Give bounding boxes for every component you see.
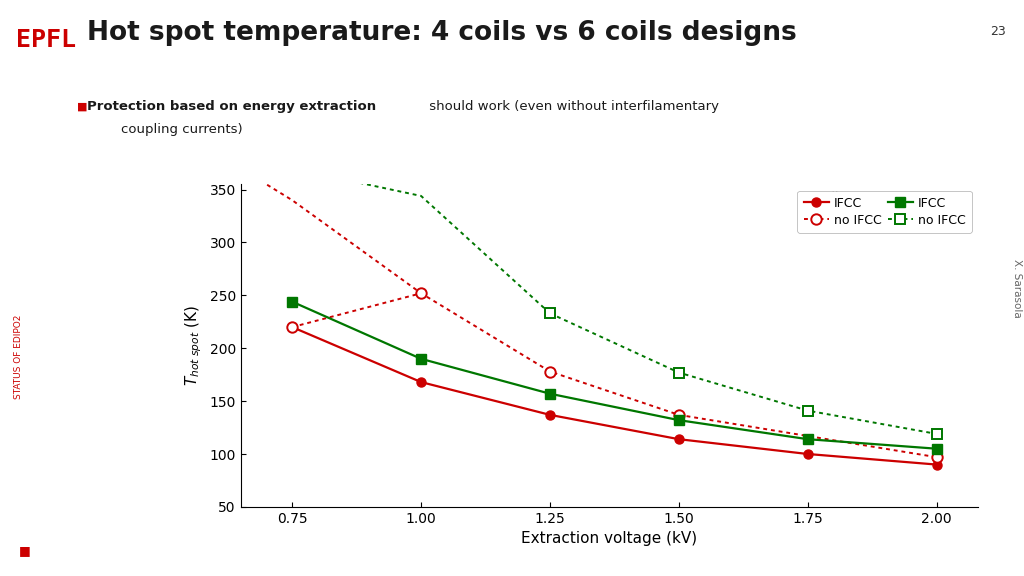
Text: coupling currents): coupling currents): [121, 123, 243, 136]
Text: ■: ■: [77, 101, 87, 112]
Text: 23: 23: [990, 25, 1006, 38]
Legend: IFCC, no IFCC, IFCC, no IFCC: IFCC, no IFCC, IFCC, no IFCC: [798, 191, 972, 233]
Text: Hot spot temperature: 4 coils vs 6 coils designs: Hot spot temperature: 4 coils vs 6 coils…: [87, 20, 797, 46]
Y-axis label: $T_{hot\ spot}$ (K): $T_{hot\ spot}$ (K): [183, 305, 204, 386]
Text: EPFL: EPFL: [16, 28, 76, 52]
Text: 4 coils: 4 coils: [805, 191, 845, 204]
Text: ■: ■: [18, 544, 30, 556]
Text: X. Sarasola: X. Sarasola: [1012, 259, 1022, 317]
Text: 6 coils: 6 coils: [805, 219, 845, 232]
Text: should work (even without interfilamentary: should work (even without interfilamenta…: [425, 100, 719, 113]
Text: STATUS OF EDIPO2: STATUS OF EDIPO2: [14, 315, 23, 399]
Text: Protection based on energy extraction: Protection based on energy extraction: [87, 100, 376, 113]
X-axis label: Extraction voltage (kV): Extraction voltage (kV): [521, 531, 697, 546]
